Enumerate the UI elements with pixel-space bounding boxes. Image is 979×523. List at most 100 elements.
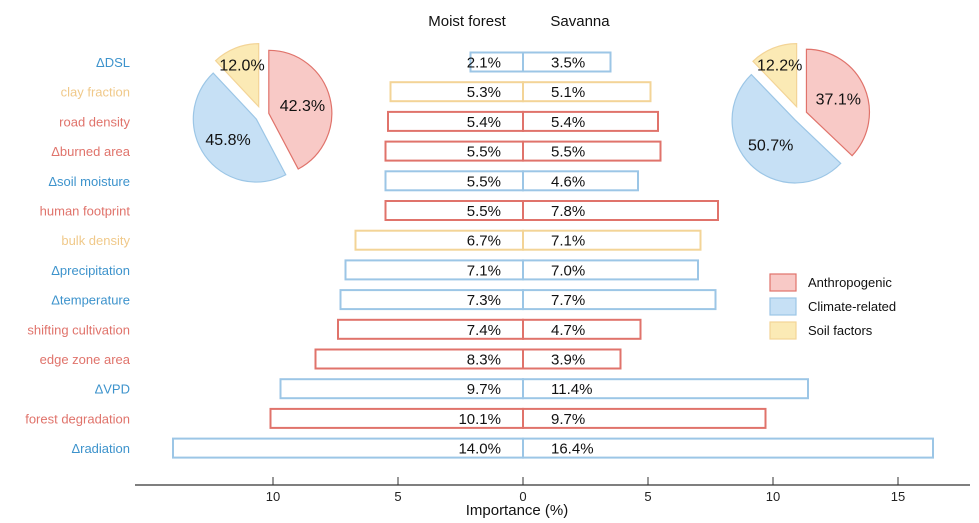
value-label-savanna: 16.4%: [551, 441, 594, 458]
x-tick-label: 15: [891, 489, 905, 504]
value-label-moist-forest: 8.3%: [467, 352, 501, 369]
bar-row: bulk density 6.7% 7.1%: [61, 229, 702, 251]
value-label-savanna: 9.7%: [551, 411, 585, 428]
pie-slice-label: 37.1%: [816, 92, 861, 109]
pie-slice-label: 12.0%: [219, 57, 264, 74]
x-axis-label: Importance (%): [466, 502, 569, 519]
legend-label: Soil factors: [808, 323, 873, 338]
bar-savanna: [522, 51, 612, 73]
bar-moist-forest: [387, 110, 524, 132]
bar-savanna: [522, 140, 662, 162]
value-label-moist-forest: 7.3%: [467, 292, 501, 309]
bar-moist-forest: [384, 140, 524, 162]
value-label-savanna: 3.9%: [551, 352, 585, 369]
value-label-moist-forest: 9.7%: [467, 381, 501, 398]
pie-slice-soil: [752, 43, 798, 109]
x-tick-label: 5: [644, 489, 651, 504]
legend-item: Anthropogenic: [769, 273, 892, 292]
category-label: Δburned area: [51, 144, 131, 159]
legend-swatch: [769, 321, 797, 340]
bar-row: road density 5.4% 5.4%: [59, 110, 659, 132]
value-label-savanna: 5.4%: [551, 114, 585, 131]
bar-savanna: [522, 259, 699, 281]
value-label-moist-forest: 6.7%: [467, 233, 501, 250]
pie-savanna: 37.1% 50.7% 12.2%: [731, 43, 870, 184]
value-label-moist-forest: 5.3%: [467, 84, 501, 101]
pie-moist-forest: 42.3% 45.8% 12.0%: [192, 43, 333, 183]
pie-slice-anthro: [268, 49, 333, 170]
value-label-moist-forest: 5.5%: [467, 144, 501, 161]
category-label: human footprint: [40, 204, 131, 219]
legend-item: Soil factors: [769, 321, 873, 340]
pie-slice-label: 42.3%: [280, 98, 325, 115]
value-label-moist-forest: 2.1%: [467, 55, 501, 72]
header-savanna: Savanna: [550, 13, 610, 30]
legend: Anthropogenic Climate-related Soil factors: [769, 273, 896, 340]
x-tick-label: 10: [766, 489, 780, 504]
bar-savanna: [522, 318, 642, 340]
category-label: road density: [59, 114, 130, 129]
bar-row: shifting cultivation 7.4% 4.7%: [27, 318, 642, 340]
value-label-moist-forest: 7.1%: [467, 262, 501, 279]
x-tick-label: 10: [266, 489, 280, 504]
bar-row: Δsoil moisture 5.5% 4.6%: [48, 170, 639, 192]
x-tick-label: 0: [519, 489, 526, 504]
pie-slice-soil: [214, 43, 260, 109]
category-label: ΔVPD: [95, 382, 130, 397]
value-label-savanna: 3.5%: [551, 55, 585, 72]
value-label-savanna: 7.7%: [551, 292, 585, 309]
bar-row: Δradiation 14.0% 16.4%: [71, 437, 934, 459]
bar-savanna: [522, 229, 702, 251]
legend-item: Climate-related: [769, 297, 896, 316]
bar-savanna: [522, 110, 659, 132]
value-label-savanna: 7.1%: [551, 233, 585, 250]
category-label: Δtemperature: [51, 293, 130, 308]
value-label-savanna: 4.6%: [551, 173, 585, 190]
category-label: shifting cultivation: [27, 322, 130, 337]
value-label-moist-forest: 5.4%: [467, 114, 501, 131]
value-label-savanna: 7.8%: [551, 203, 585, 220]
value-label-moist-forest: 5.5%: [467, 173, 501, 190]
legend-label: Anthropogenic: [808, 275, 892, 290]
bar-savanna: [522, 200, 719, 221]
bar-row: Δprecipitation 7.1% 7.0%: [51, 259, 699, 281]
bar-moist-forest: [389, 81, 524, 103]
bar-savanna: [522, 407, 767, 429]
category-label: Δprecipitation: [51, 263, 130, 278]
bar-row: Δburned area 5.5% 5.5%: [51, 140, 662, 162]
bar-rows: ΔDSL 2.1% 3.5% clay fraction 5.3% 5.1% road de…: [25, 51, 934, 459]
bar-moist-forest: [384, 170, 524, 192]
bar-row: clay fraction 5.3% 5.1%: [61, 81, 652, 103]
bar-row: ΔVPD 9.7% 11.4%: [95, 378, 809, 400]
value-label-moist-forest: 7.4%: [467, 322, 501, 339]
bar-row: Δtemperature 7.3% 7.7%: [51, 289, 717, 311]
value-label-moist-forest: 10.1%: [458, 411, 501, 428]
bar-savanna: [522, 289, 717, 311]
value-label-savanna: 5.5%: [551, 144, 585, 161]
bar-savanna: [522, 348, 622, 370]
value-label-moist-forest: 5.5%: [467, 203, 501, 220]
header-moist-forest: Moist forest: [428, 13, 506, 30]
category-label: ΔDSL: [96, 55, 130, 70]
category-label: clay fraction: [61, 85, 130, 100]
pie-charts: 42.3% 45.8% 12.0% 37.1% 50.7% 12.2%: [192, 43, 870, 184]
category-label: forest degradation: [25, 411, 130, 426]
x-axis: 10 5 0 5 10 15: [135, 477, 970, 504]
category-label: bulk density: [61, 233, 130, 248]
pie-slice-climate: [192, 72, 287, 183]
legend-swatch: [769, 297, 797, 316]
category-label: edge zone area: [40, 352, 131, 367]
x-tick-label: 5: [394, 489, 401, 504]
value-label-savanna: 4.7%: [551, 322, 585, 339]
value-label-savanna: 5.1%: [551, 84, 585, 101]
bar-savanna: [522, 437, 934, 459]
bar-moist-forest: [384, 200, 524, 221]
value-label-savanna: 11.4%: [551, 381, 592, 398]
category-label: Δsoil moisture: [48, 174, 130, 189]
pie-slice-label: 12.2%: [757, 58, 802, 75]
pie-slice-label: 50.7%: [748, 138, 793, 155]
value-label-moist-forest: 14.0%: [458, 441, 501, 458]
legend-swatch: [769, 273, 797, 292]
bar-savanna: [522, 170, 639, 192]
